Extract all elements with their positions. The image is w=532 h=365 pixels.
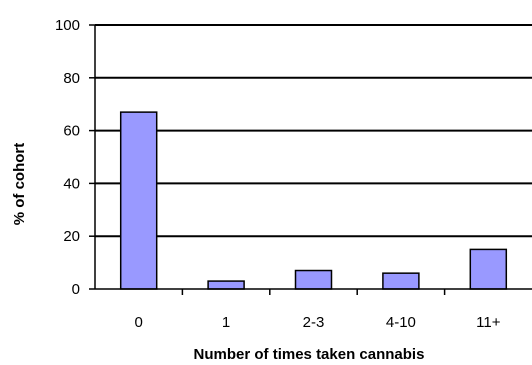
bar-11+	[469, 248, 508, 290]
x-tick-label: 4-10	[386, 314, 416, 331]
y-tick-labels: 0 20 40 60 80 100	[55, 17, 80, 298]
x-tick-label: 11+	[476, 314, 501, 331]
x-tick-label: 0	[135, 314, 143, 331]
x-tick-label: 1	[222, 314, 230, 331]
bar-0	[119, 111, 158, 290]
bars	[119, 111, 508, 290]
axes	[89, 24, 532, 295]
y-tick-label: 0	[72, 281, 80, 298]
y-tick-label: 20	[63, 228, 80, 245]
gridlines	[95, 24, 532, 238]
x-tick-labels: 0 1 2-3 4-10 11+	[135, 314, 501, 331]
y-tick-label: 100	[55, 17, 80, 34]
x-axis-title: Number of times taken cannabis	[194, 346, 425, 363]
bar-4-10	[382, 272, 420, 290]
y-tick-label: 40	[63, 175, 80, 192]
y-axis-title: % of cohort	[11, 143, 28, 226]
bar-2-3	[294, 269, 333, 290]
bar-1	[207, 280, 245, 290]
y-tick-label: 60	[63, 123, 80, 140]
x-tick-label: 2-3	[303, 314, 325, 331]
y-tick-label: 80	[63, 70, 80, 87]
